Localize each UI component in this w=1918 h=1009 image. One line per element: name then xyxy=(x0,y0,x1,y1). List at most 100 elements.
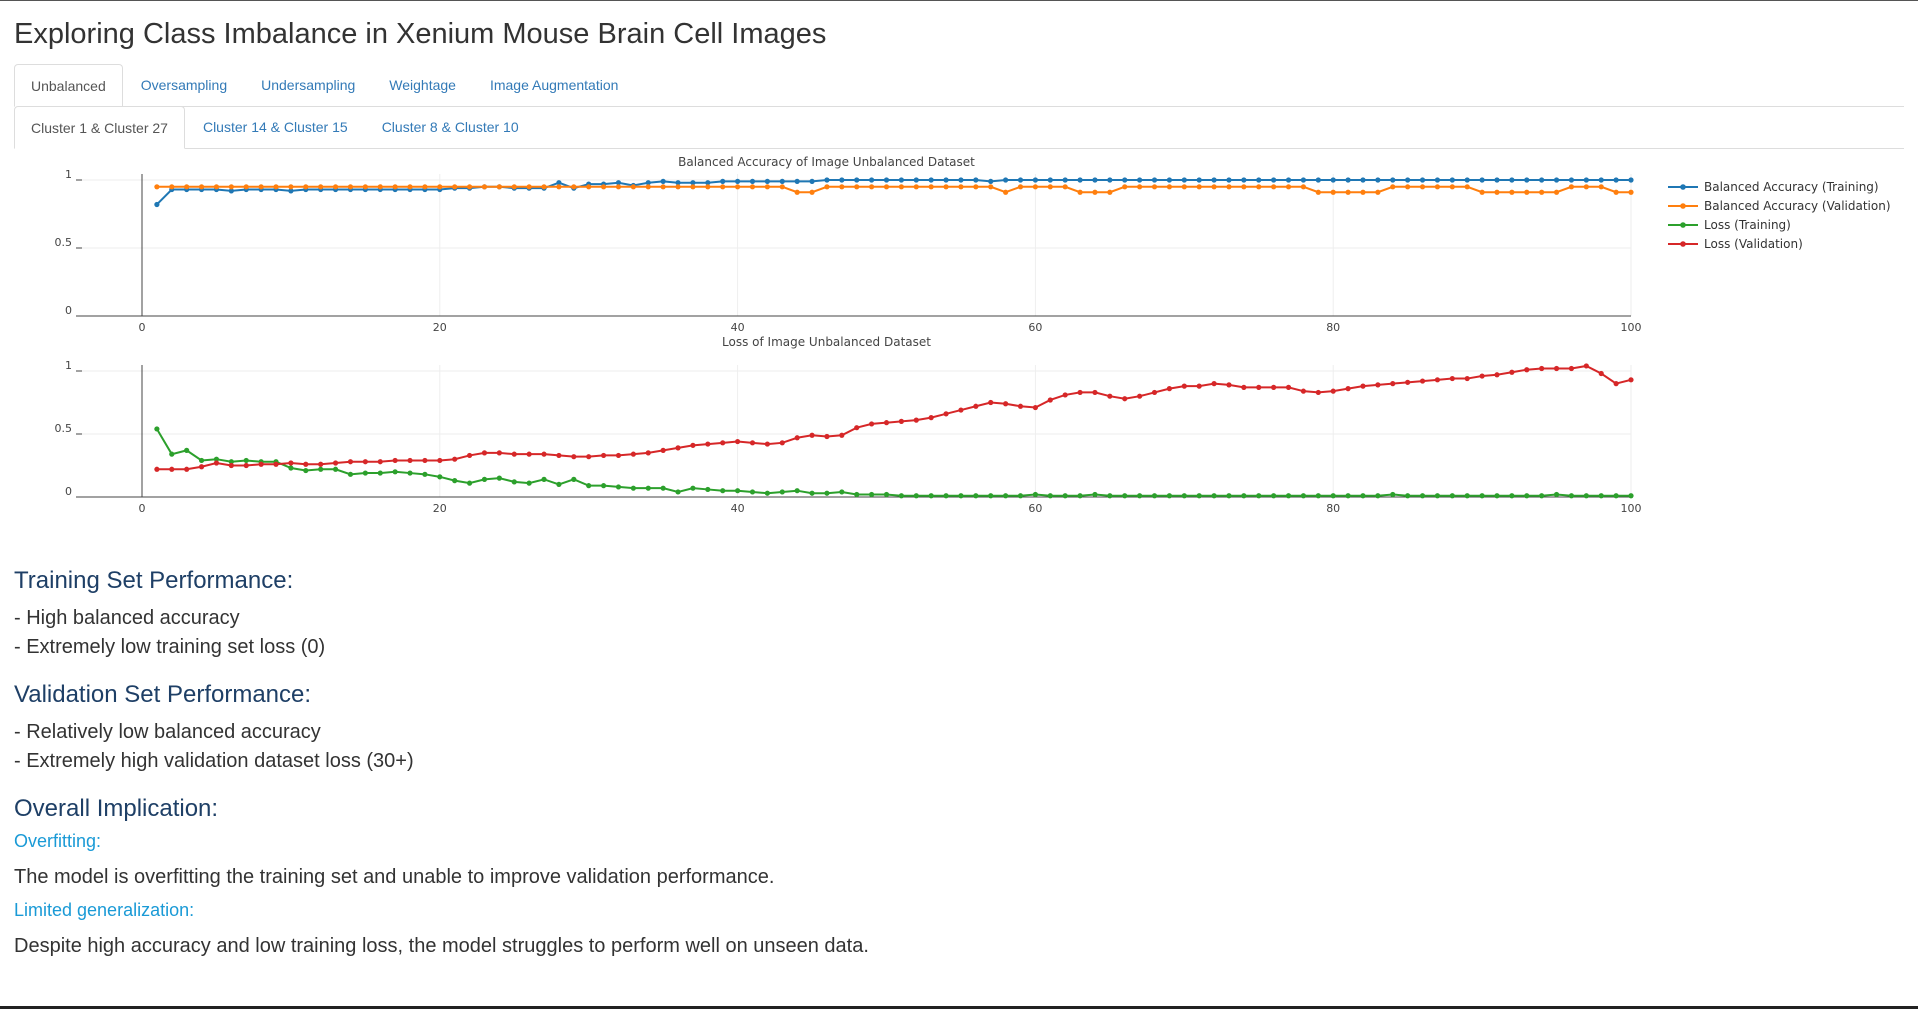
chart2-series-2-point-12 xyxy=(318,461,324,467)
chart1-series-2-point-35 xyxy=(660,184,666,190)
chart2-series-1-point-17 xyxy=(392,469,398,475)
tab-weightage[interactable]: Weightage xyxy=(389,77,456,93)
chart1-series-1-line xyxy=(156,179,1631,206)
chart1-series-1-point-67 xyxy=(1137,177,1143,183)
chart2-series-1-point-7 xyxy=(243,457,249,464)
chart2-series-2-point-29 xyxy=(571,454,577,460)
chart1-series-2-point-97 xyxy=(1583,184,1589,190)
chart2-series-1-point-43 xyxy=(779,489,785,495)
chart2-series-2-point-95 xyxy=(1553,365,1560,372)
chart2-series-1-point-75 xyxy=(1256,493,1262,499)
chart2-series-1-point-63 xyxy=(1077,493,1083,499)
chart1-series-2-point-63 xyxy=(1077,189,1083,195)
chart1-series-2-point-68 xyxy=(1151,184,1158,190)
tab-cluster-1-27[interactable]: Cluster 1 & Cluster 27 xyxy=(14,106,185,149)
chart2-series-1-point-52 xyxy=(913,493,919,499)
chart2-series-1-point-80 xyxy=(1330,493,1336,499)
chart1-series-2-point-1 xyxy=(154,184,160,190)
tab-unbalanced[interactable]: Unbalanced xyxy=(14,64,123,107)
chart2-series-1-point-71 xyxy=(1196,493,1202,499)
chart2-series-2-point-72 xyxy=(1211,381,1217,387)
chart1-x-tick-label-2: 40 xyxy=(731,321,745,334)
chart1-series-2-point-49 xyxy=(869,184,875,190)
chart1-series-1-point-6 xyxy=(228,188,234,194)
chart1-series-2-point-90 xyxy=(1479,189,1485,195)
chart2-series-1-point-22 xyxy=(466,480,473,486)
chart1-series-2-point-48 xyxy=(854,184,860,190)
chart1-series-2-point-26 xyxy=(526,184,532,190)
chart1-series-2-point-56 xyxy=(973,184,979,190)
chart2-series-1-point-44 xyxy=(794,488,800,494)
chart2-series-2-point-35 xyxy=(660,447,666,453)
generalization-subheading: Limited generalization: xyxy=(14,900,195,920)
chart2-series-1-point-66 xyxy=(1122,493,1128,499)
chart-area: 0 20 40 60 80 100 0 0.5 1 Balanced Accuracy of Im… xyxy=(14,148,1904,533)
chart1-series-1-point-37 xyxy=(690,180,696,186)
validation-bullet-1: - Relatively low balanced accuracy xyxy=(14,721,321,743)
chart1-series-2-point-88 xyxy=(1449,184,1455,190)
chart1-series-1-point-52 xyxy=(913,177,919,183)
chart2-series-1-point-97 xyxy=(1583,493,1589,499)
chart1-series-1-point-73 xyxy=(1226,177,1232,183)
chart1-series-1-point-42 xyxy=(764,178,770,184)
chart1-series-2-point-17 xyxy=(392,184,398,190)
chart2-series-1-point-30 xyxy=(586,483,592,489)
chart2-series-1-point-69 xyxy=(1166,493,1173,499)
chart2-series-2-point-8 xyxy=(258,461,264,467)
chart1-series-2-point-50 xyxy=(883,184,890,190)
chart1-series-2-point-39 xyxy=(720,184,726,190)
chart2-series-2-point-81 xyxy=(1345,386,1351,392)
generalization-text: Despite high accuracy and low training l… xyxy=(14,935,869,957)
chart1-series-1-point-100 xyxy=(1628,177,1634,183)
chart1-series-1-point-51 xyxy=(898,177,904,183)
chart2-series-2-point-64 xyxy=(1092,389,1098,396)
chart1-series-1-point-39 xyxy=(720,178,726,184)
chart2-series-1-point-76 xyxy=(1271,493,1277,499)
chart2-series-1-point-11 xyxy=(303,467,309,474)
tab-oversampling[interactable]: Oversampling xyxy=(140,77,228,93)
chart2-series-1-point-51 xyxy=(898,493,904,499)
chart1-series-1-point-95 xyxy=(1553,177,1560,183)
chart1-series-2-point-81 xyxy=(1345,189,1351,195)
chart1-series-2-point-30 xyxy=(586,184,592,190)
chart1-series-2-point-28 xyxy=(556,184,562,190)
chart1-series-1-point-32 xyxy=(615,180,622,186)
chart2-series-1-point-1 xyxy=(154,426,160,432)
chart1-series-1-point-66 xyxy=(1122,177,1128,183)
tab-cluster-8-10[interactable]: Cluster 8 & Cluster 10 xyxy=(381,119,519,135)
chart1-series-2-point-80 xyxy=(1330,189,1336,195)
chart2-series-2-point-88 xyxy=(1449,375,1455,382)
legend-marker-1 xyxy=(1680,184,1686,190)
chart2-series-2-point-48 xyxy=(854,425,860,431)
chart2-series-1-point-36 xyxy=(675,489,681,495)
chart2-series-2-point-1 xyxy=(154,466,160,472)
chart2-series-2-point-78 xyxy=(1300,388,1307,394)
chart2-series-2-point-93 xyxy=(1524,367,1530,373)
chart2-series-1-point-98 xyxy=(1598,493,1604,499)
chart2-series-1-point-26 xyxy=(526,480,532,486)
tab-cluster-14-15[interactable]: Cluster 14 & Cluster 15 xyxy=(202,119,348,135)
tab-image-augmentation[interactable]: Image Augmentation xyxy=(489,77,619,93)
chart2-series-1-point-84 xyxy=(1390,491,1396,498)
chart2-series-2-point-27 xyxy=(541,451,547,457)
chart1-series-2-point-3 xyxy=(184,184,190,190)
chart2-series-1-point-96 xyxy=(1568,493,1575,499)
chart1-y-tick-label-1: 0.5 xyxy=(55,236,73,249)
chart1-series-2-point-5 xyxy=(213,184,220,190)
chart2-series-1-point-50 xyxy=(883,491,890,498)
chart2-series-2-point-87 xyxy=(1434,377,1441,383)
chart1-series-1-point-79 xyxy=(1315,177,1321,183)
chart1-series-1-point-53 xyxy=(928,177,934,183)
tab-undersampling[interactable]: Undersampling xyxy=(261,77,356,93)
chart2-series-2-point-14 xyxy=(347,459,354,465)
chart1-series-1-point-99 xyxy=(1613,177,1619,183)
chart1-series-1-point-98 xyxy=(1598,177,1604,183)
chart1-series-2-point-27 xyxy=(541,184,547,190)
chart2-series-2-point-94 xyxy=(1539,365,1545,372)
chart2-series-2-point-58 xyxy=(1003,401,1009,407)
chart2-title: Loss of Image Unbalanced Dataset xyxy=(722,335,931,349)
overfitting-subheading: Overfitting: xyxy=(14,831,102,851)
chart2-series-1-point-41 xyxy=(749,489,756,495)
chart1-series-1-point-63 xyxy=(1077,177,1083,183)
bottom-border xyxy=(0,1006,1918,1009)
